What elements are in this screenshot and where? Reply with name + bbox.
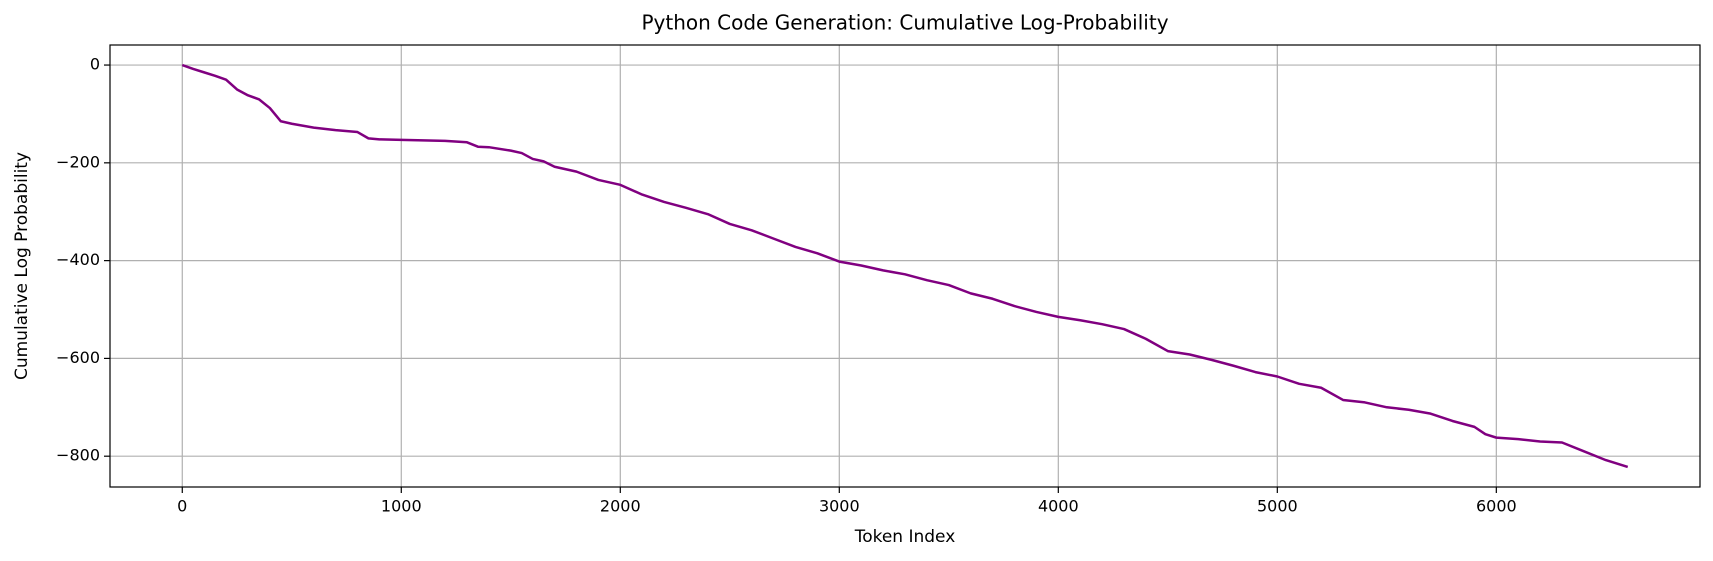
y-tick-label: 0 <box>90 55 100 74</box>
x-tick-label: 2000 <box>600 497 641 516</box>
x-axis-label: Token Index <box>854 527 956 547</box>
data-line <box>181 63 1629 469</box>
x-tick-label: 4000 <box>1038 497 1079 516</box>
x-tick-label: 6000 <box>1476 497 1517 516</box>
x-tick-label: 3000 <box>819 497 860 516</box>
chart-title: Python Code Generation: Cumulative Log-P… <box>641 11 1168 35</box>
y-tick-label: −800 <box>56 446 100 465</box>
y-axis-label: Cumulative Log Probability <box>12 152 32 380</box>
x-tick-label: 5000 <box>1257 497 1298 516</box>
plot-frame <box>109 44 1701 488</box>
x-tick-label: 0 <box>177 497 187 516</box>
y-tick-label: −400 <box>56 250 100 269</box>
x-tick-label: 1000 <box>381 497 422 516</box>
y-tick-label: −200 <box>56 152 100 171</box>
y-tick-label: −600 <box>56 348 100 367</box>
